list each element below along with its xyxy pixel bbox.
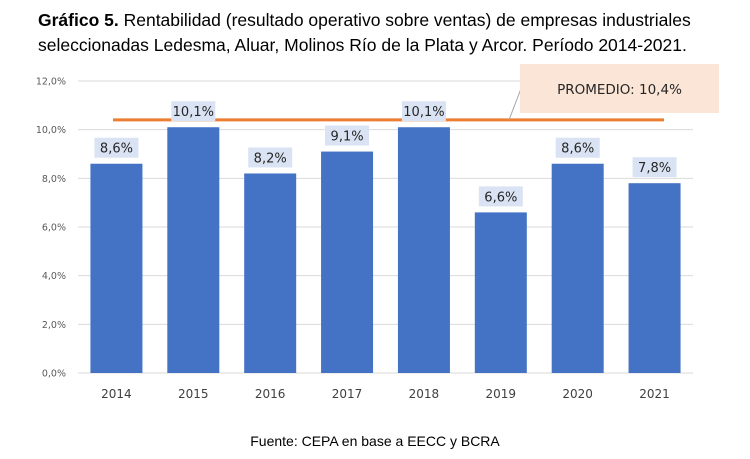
data-label: 8,6%: [561, 142, 594, 157]
y-tick-label: 10,0%: [36, 125, 66, 136]
x-tick-label: 2014: [101, 387, 132, 401]
bar: [628, 183, 681, 373]
chart-title-prefix: Gráfico 5.: [38, 10, 119, 30]
data-label-background: [248, 147, 293, 168]
bar: [90, 163, 143, 373]
data-label: 8,2%: [254, 151, 287, 166]
x-tick-label: 2016: [255, 387, 286, 401]
chart-title-text: Rentabilidad (resultado operativo sobre …: [38, 10, 691, 55]
data-label: 10,1%: [403, 105, 444, 120]
bar: [474, 212, 527, 373]
y-tick-label: 12,0%: [36, 77, 66, 88]
data-label: 9,1%: [331, 130, 364, 145]
bar: [321, 151, 374, 373]
y-tick-label: 8,0%: [42, 174, 66, 185]
data-label-background: [401, 101, 446, 122]
y-tick-label: 4,0%: [42, 271, 66, 282]
bar-chart: 0,0% 2,0% 4,0% 6,0% 8,0% 10,0% 12,0% 2014 8,6% 20…: [36, 64, 719, 401]
data-label-background: [555, 137, 600, 158]
x-tick-label: 2017: [332, 387, 363, 401]
x-tick-label: 2018: [409, 387, 440, 401]
data-label-background: [94, 137, 139, 158]
bar: [244, 173, 297, 373]
data-label-background: [478, 186, 523, 207]
bar: [397, 127, 450, 373]
average-callout-leader: [508, 85, 523, 121]
data-label-background: [171, 101, 216, 122]
data-label: 10,1%: [173, 105, 214, 120]
data-label-background: [632, 157, 677, 178]
data-label: 7,8%: [638, 161, 671, 176]
bar: [167, 127, 220, 373]
data-label-background: [325, 125, 370, 146]
x-tick-label: 2015: [178, 387, 209, 401]
chart-title: Gráfico 5. Rentabilidad (resultado opera…: [38, 8, 738, 58]
y-tick-label: 0,0%: [42, 369, 66, 380]
y-tick-label: 2,0%: [42, 320, 66, 331]
x-tick-label: 2019: [486, 387, 517, 401]
data-label: 8,6%: [100, 142, 133, 157]
data-label: 6,6%: [484, 190, 517, 205]
average-callout-box: [520, 64, 719, 113]
bar: [551, 163, 604, 373]
x-tick-label: 2021: [639, 387, 670, 401]
x-tick-label: 2020: [562, 387, 593, 401]
source-note: Fuente: CEPA en base a EECC y BCRA: [250, 433, 500, 449]
y-tick-label: 6,0%: [42, 223, 66, 234]
average-label: PROMEDIO: 10,4%: [557, 82, 682, 98]
